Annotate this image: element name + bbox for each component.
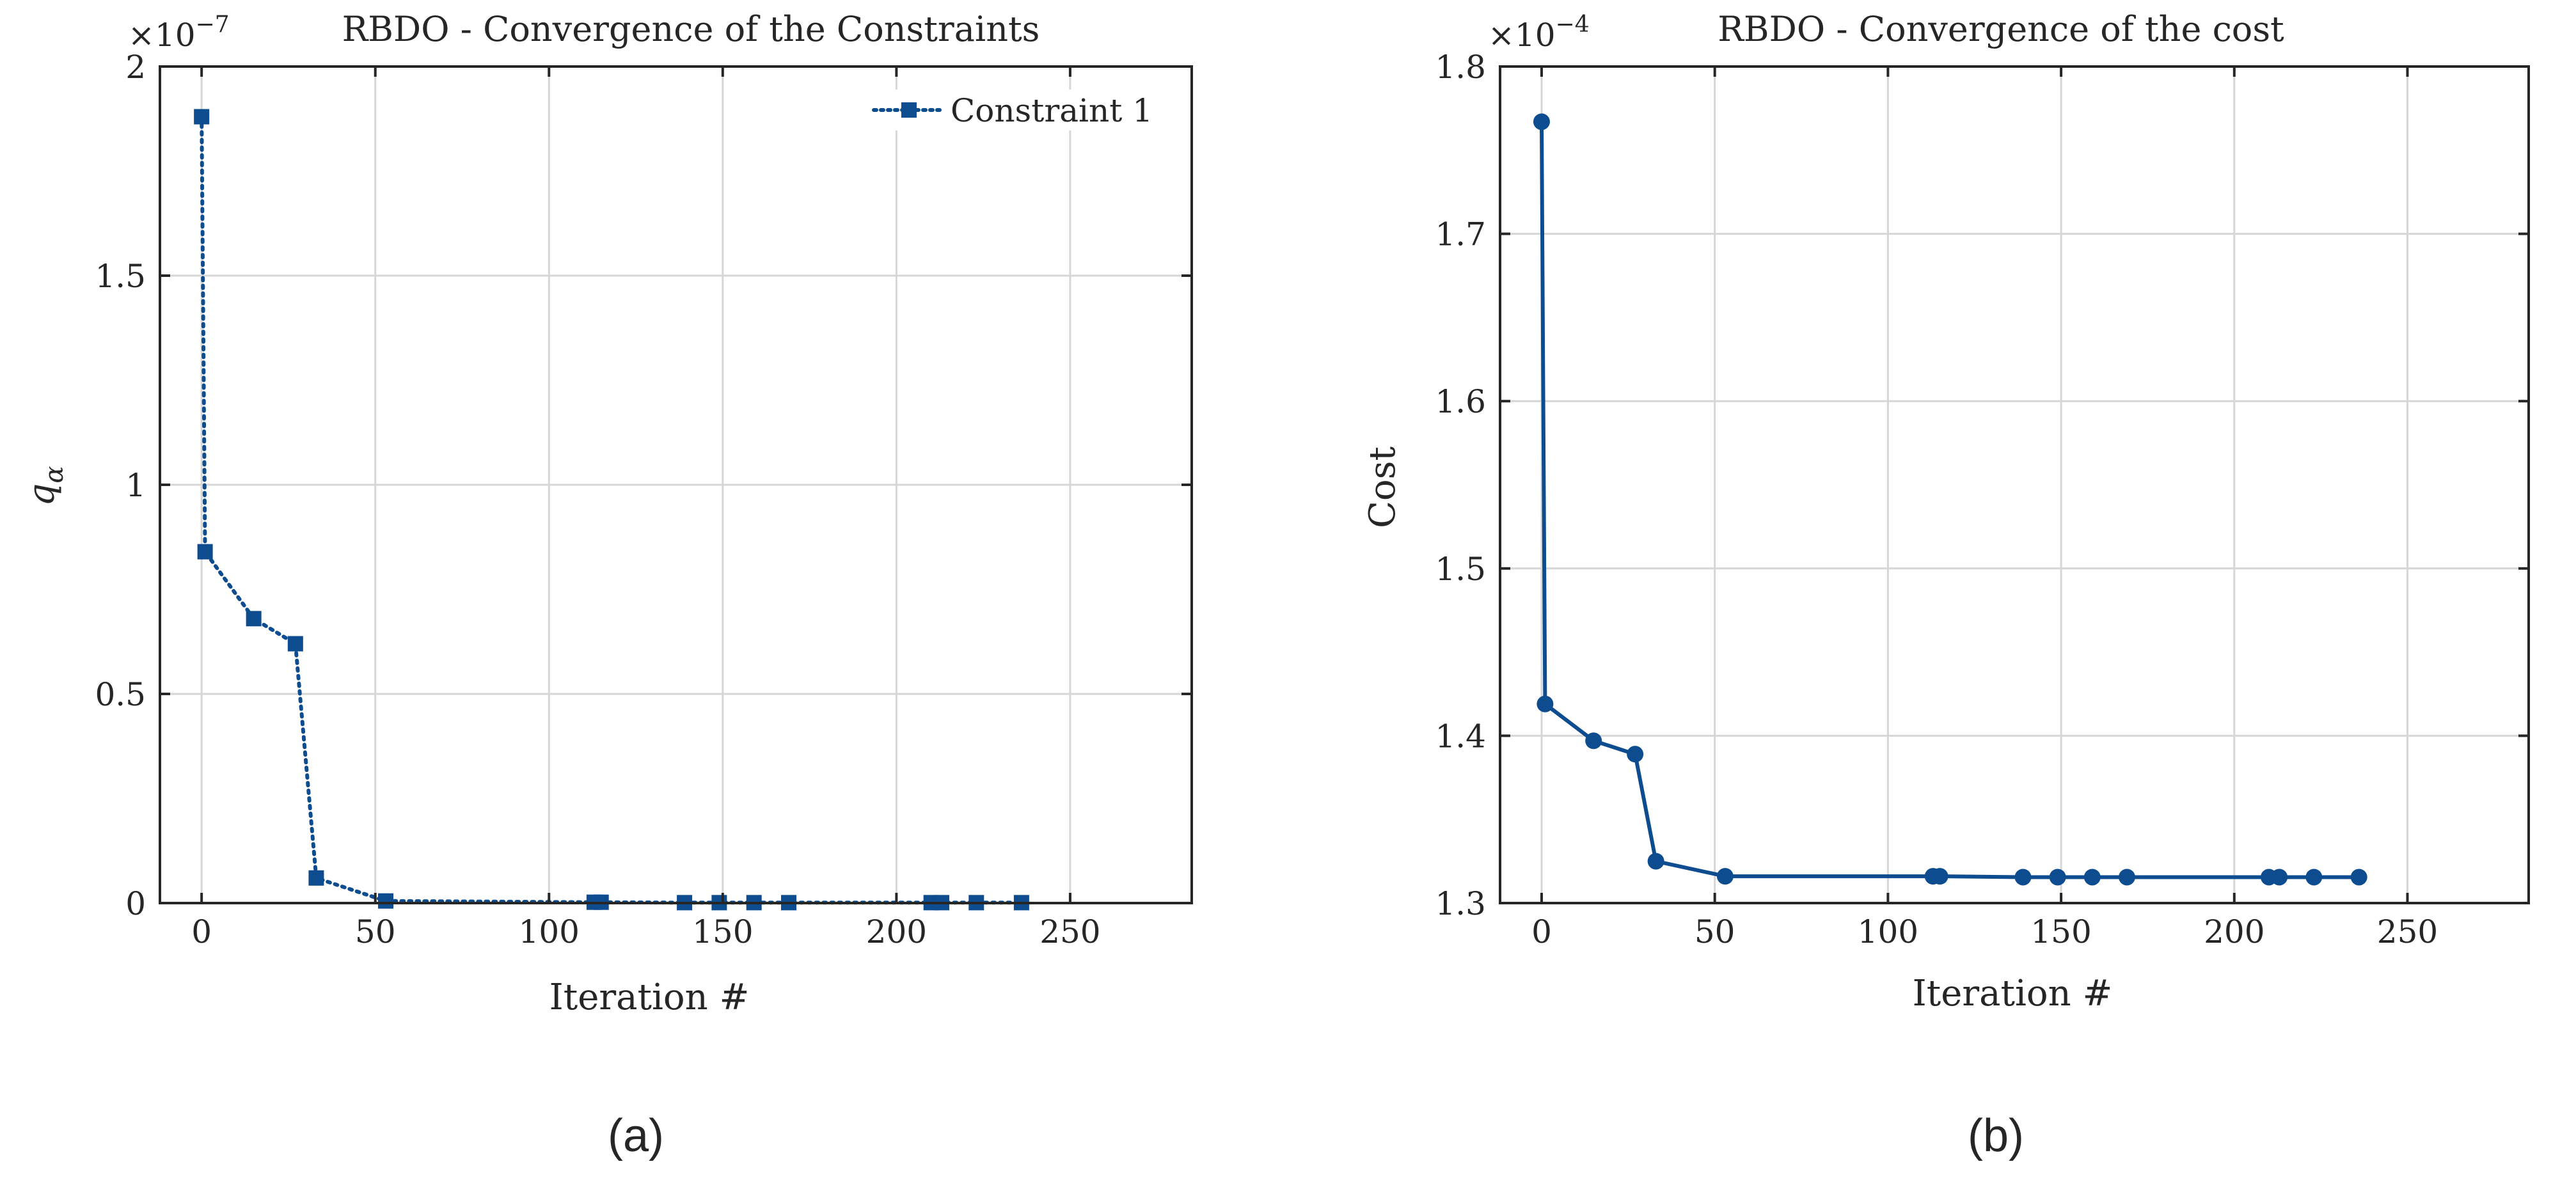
- panel-a-y-axis-label: qα: [21, 466, 69, 507]
- panel-a-y-tick-label-2: 1: [125, 467, 146, 504]
- panel-b-series-0-line: [1540, 120, 2361, 879]
- panel-b-series-0-point-5: [1716, 868, 1734, 885]
- panel-b-series-0-point-7: [1931, 868, 1948, 885]
- panel-a-series-0-point-5: [378, 893, 394, 909]
- panel-b-grid: [1500, 65, 2529, 904]
- panel-b-x-axis-label: Iteration #: [1913, 973, 2113, 1014]
- panel-b-series-0-point-11: [2118, 869, 2135, 886]
- panel-b-series-0-point-13: [2271, 869, 2288, 886]
- panel-a-legend-label: Constraint 1: [951, 92, 1153, 129]
- panel-a-ticks: 0 50 100 150 200 250 0 0.5 1 1.5 2: [95, 49, 1192, 950]
- panel-a-series-0-point-4: [308, 870, 324, 886]
- panel-b-ticks: 0 50 100 150 200 250 1.3 1.4 1.5 1.6 1.7 1.8: [1435, 49, 2529, 950]
- panel-b-series-0-point-1: [1537, 695, 1554, 712]
- panel-b-x-tick-label-150: 150: [2030, 913, 2091, 950]
- panel-a-title: RBDO - Convergence of the Constraints: [342, 9, 1040, 49]
- panel-b-series-0-point-15: [2350, 869, 2367, 886]
- panel-a-grid: [160, 65, 1192, 904]
- panel-b-series-0-point-14: [2305, 869, 2323, 886]
- panel-b-y-tick-label-4: 1.7: [1435, 216, 1486, 253]
- panel-a-series: [194, 109, 1029, 911]
- panel-a-caption: (a): [608, 1110, 664, 1161]
- panel-b-series-0-point-10: [2083, 869, 2101, 886]
- panel-b-x-tick-label-0: 0: [1531, 913, 1552, 950]
- panel-b-y-multiplier-exponent: −4: [1556, 12, 1590, 38]
- panel-b-series: [1533, 113, 2367, 886]
- panel-a-x-axis-label: Iteration #: [549, 977, 750, 1018]
- panel-b-y-tick-label-2: 1.5: [1435, 551, 1486, 588]
- panel-a-y-tick-label-0: 0: [125, 885, 146, 922]
- panel-a-x-tick-label-0: 0: [191, 913, 212, 950]
- panel-a-x-tick-label-150: 150: [692, 913, 753, 950]
- panel-a-y-multiplier: ×10−7: [128, 12, 230, 54]
- panel-b-caption: (b): [1968, 1110, 2024, 1161]
- panel-a-x-tick-label-50: 50: [355, 913, 396, 950]
- panel-b-series-0-point-2: [1585, 732, 1602, 750]
- panel-a-series-0-line: [200, 114, 1023, 905]
- panel-b-series-0-point-3: [1627, 746, 1644, 763]
- panel-b-y-multiplier-base: ×10: [1488, 17, 1556, 54]
- panel-b-y-tick-label-3: 1.6: [1435, 383, 1486, 420]
- panel-b-x-tick-label-100: 100: [1858, 913, 1918, 950]
- panel-b-series-0-point-0: [1533, 113, 1550, 130]
- panel-a-y-axis-label-sub: α: [40, 466, 69, 484]
- panel-a-legend: Constraint 1: [864, 90, 1158, 130]
- panel-a-legend-marker: [901, 102, 917, 118]
- panel-b-axes-box: [1499, 65, 2530, 904]
- panel-b-y-axis-label: Cost: [1362, 446, 1403, 528]
- panel-a-series-0-point-3: [287, 636, 303, 652]
- panel-a-x-tick-label-100: 100: [519, 913, 580, 950]
- panel-a-y-multiplier-exponent: −7: [196, 12, 230, 38]
- panel-b-series-0-point-4: [1647, 853, 1664, 870]
- panel-b-y-multiplier: ×10−4: [1488, 12, 1590, 54]
- panel-b-y-tick-label-5: 1.8: [1435, 49, 1486, 86]
- panel-a-series-0-point-0: [194, 109, 210, 125]
- panel-b-y-tick-label-0: 1.3: [1435, 885, 1486, 922]
- panel-a-y-tick-label-4: 2: [125, 49, 146, 86]
- panel-a-series-0-point-2: [246, 611, 262, 627]
- panel-b-series-0-point-8: [2014, 869, 2032, 886]
- panel-b-title: RBDO - Convergence of the cost: [1718, 9, 2284, 49]
- panel-a-x-tick-label-250: 250: [1039, 913, 1100, 950]
- panel-a-y-axis-label-main: q: [21, 484, 63, 507]
- panel-b-axes: [1499, 65, 2530, 904]
- panel-b-y-tick-label-1: 1.4: [1435, 718, 1486, 755]
- panel-b-x-tick-label-250: 250: [2377, 913, 2438, 950]
- panel-a-y-tick-label-3: 1.5: [95, 258, 146, 295]
- panel-b-cost: 0 50 100 150 200 250 1.3 1.4 1.5 1.6 1.7 1.8 RBDO -…: [1362, 9, 2530, 1161]
- panel-b-series-0-point-9: [2049, 869, 2066, 886]
- panel-b-x-tick-label-200: 200: [2204, 913, 2264, 950]
- panel-a-series-0-point-1: [197, 544, 213, 560]
- panel-b-x-tick-label-50: 50: [1695, 913, 1735, 950]
- panel-a-y-multiplier-base: ×10: [128, 17, 196, 54]
- panel-a-constraints: 0 50 100 150 200 250 0 0.5 1 1.5 2 RBDO - Converge…: [21, 9, 1193, 1161]
- panel-a-x-tick-label-200: 200: [866, 913, 927, 950]
- panel-a-y-tick-label-1: 0.5: [95, 676, 146, 713]
